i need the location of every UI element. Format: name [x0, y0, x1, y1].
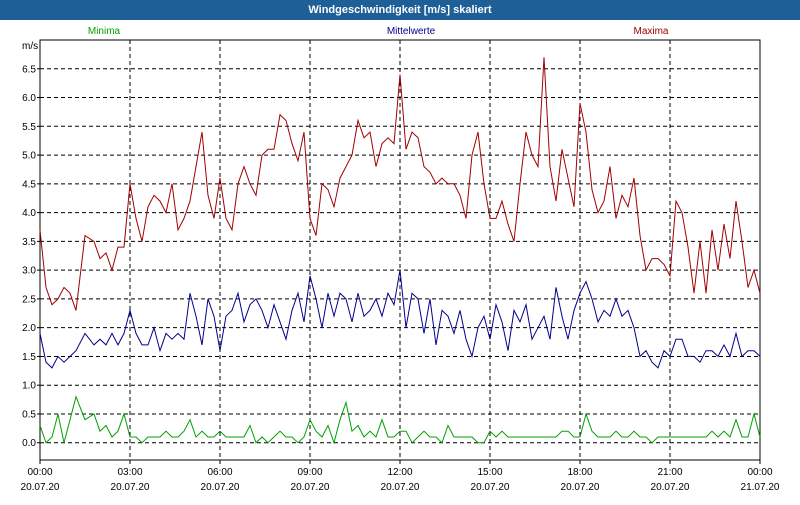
x-tick-date: 20.07.20: [561, 482, 600, 493]
y-tick-label: 5.5: [22, 122, 36, 133]
y-tick-label: 0.5: [22, 409, 36, 420]
y-tick-label: 1.5: [22, 352, 36, 363]
y-tick-label: 2.0: [22, 323, 36, 334]
x-axis: 00:00 20.07.20 03:00 20.07.20 06:00 20.07.20 0…: [21, 460, 780, 493]
x-tick-time: 06:00: [207, 467, 232, 478]
x-tick-date: 20.07.20: [201, 482, 240, 493]
y-tick-label: 6.5: [22, 64, 36, 75]
x-tick-time: 15:00: [477, 467, 502, 478]
y-tick-label: 0.0: [22, 438, 36, 449]
legend: Maxima Mittelwerte Minima: [88, 26, 669, 37]
line-chart: 0.0 0.5 1.0 1.5 2.0 2.5 3.0 3.5 4.0 4.5 5.0 5.5 6.0 6…: [21, 26, 780, 493]
y-tick-label: 4.5: [22, 179, 36, 190]
y-axis: 0.0 0.5 1.0 1.5 2.0 2.5 3.0 3.5 4.0 4.5 5.0 5.5 6.0 6…: [22, 64, 40, 449]
x-tick-date: 20.07.20: [471, 482, 510, 493]
chart-title: Windgeschwindigkeit [m/s] skaliert: [0, 0, 800, 20]
y-axis-label: m/s: [22, 41, 38, 52]
y-tick-label: 5.0: [22, 151, 36, 162]
x-tick-date: 20.07.20: [291, 482, 330, 493]
x-tick-date: 20.07.20: [111, 482, 150, 493]
x-tick-time: 00:00: [747, 467, 772, 478]
grid-lines: [40, 40, 760, 460]
y-tick-label: 3.5: [22, 237, 36, 248]
series-line-mittelwerte: [39, 270, 761, 369]
x-tick-time: 21:00: [657, 467, 682, 478]
x-tick-date: 20.07.20: [21, 482, 60, 493]
series-line-minima: [39, 395, 761, 445]
x-tick-time: 00:00: [27, 467, 52, 478]
series-group: [39, 57, 761, 445]
legend-entry-minima: Minima: [88, 26, 121, 37]
x-tick-time: 12:00: [387, 467, 412, 478]
legend-entry-maxima: Maxima: [633, 26, 668, 37]
y-tick-label: 6.0: [22, 93, 36, 104]
x-tick-date: 20.07.20: [381, 482, 420, 493]
y-tick-label: 1.0: [22, 381, 36, 392]
legend-entry-mittelwerte: Mittelwerte: [387, 26, 436, 37]
series-line-maxima: [39, 57, 761, 311]
y-tick-label: 3.0: [22, 266, 36, 277]
x-tick-time: 03:00: [117, 467, 142, 478]
chart-area: 0.0 0.5 1.0 1.5 2.0 2.5 3.0 3.5 4.0 4.5 5.0 5.5 6.0 6…: [0, 20, 800, 500]
x-tick-time: 18:00: [567, 467, 592, 478]
x-tick-date: 21.07.20: [741, 482, 780, 493]
x-tick-date: 20.07.20: [651, 482, 690, 493]
x-tick-time: 09:00: [297, 467, 322, 478]
y-tick-label: 4.0: [22, 208, 36, 219]
y-tick-label: 2.5: [22, 294, 36, 305]
